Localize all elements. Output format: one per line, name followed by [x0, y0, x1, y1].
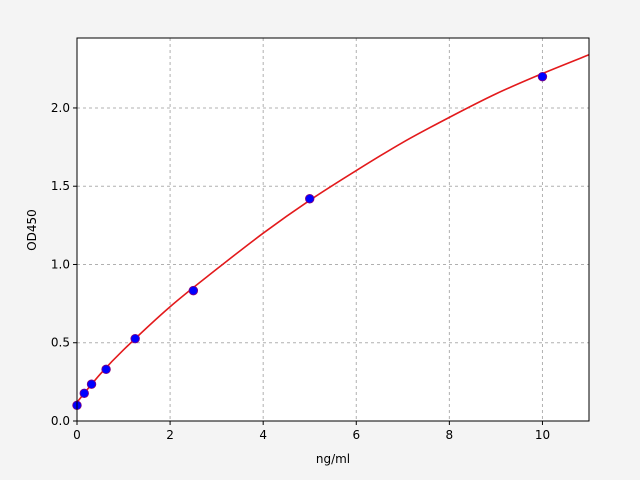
data-point: [130, 333, 140, 344]
x-tick-label: 0: [73, 428, 81, 442]
data-point: [305, 194, 315, 204]
data-point: [188, 285, 199, 296]
plot-frame: [76, 37, 590, 422]
y-tick-label: 0.5: [51, 336, 70, 350]
x-axis-label: ng/ml: [316, 452, 350, 466]
x-tick-label: 2: [166, 428, 174, 442]
data-point: [537, 71, 548, 82]
y-axis-ticks: 0.0 0.5 1.0 1.5 2.0: [51, 101, 77, 428]
x-tick-label: 4: [259, 428, 267, 442]
x-tick-label: 10: [535, 428, 550, 442]
data-points: [72, 71, 548, 411]
plot-area: [77, 38, 589, 421]
y-tick-label: 2.0: [51, 101, 70, 115]
x-tick-label: 8: [446, 428, 454, 442]
data-point: [101, 364, 111, 375]
data-point: [86, 379, 97, 389]
y-tick-label: 1.0: [51, 257, 70, 271]
y-tick-label: 0.0: [51, 414, 70, 428]
x-axis-ticks: 0 2 4 6 8 10: [73, 421, 550, 442]
y-axis-label: OD450: [25, 209, 39, 251]
y-tick-label: 1.5: [51, 179, 70, 193]
data-point: [79, 388, 89, 398]
x-tick-label: 6: [352, 428, 360, 442]
